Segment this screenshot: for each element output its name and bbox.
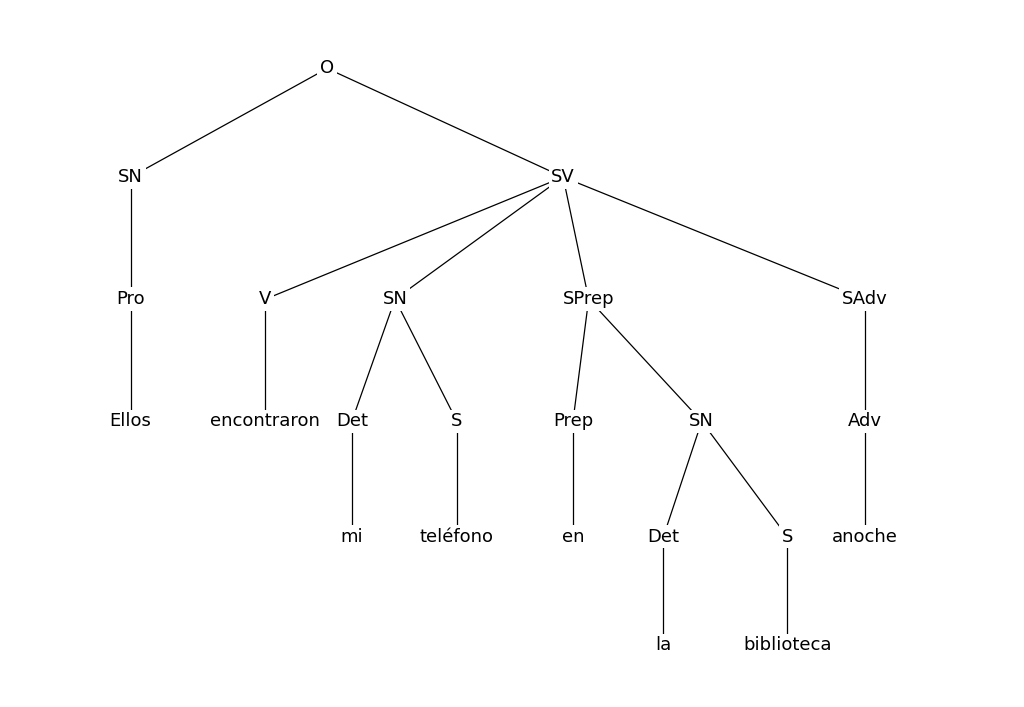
Text: mi: mi — [340, 527, 364, 546]
Text: teléfono: teléfono — [420, 527, 494, 546]
Text: SN: SN — [118, 168, 143, 186]
Text: Adv: Adv — [848, 412, 882, 431]
Text: SV: SV — [551, 168, 575, 186]
Text: SN: SN — [383, 290, 408, 308]
Text: O: O — [321, 59, 334, 78]
Text: Ellos: Ellos — [110, 412, 152, 431]
Text: Det: Det — [336, 412, 368, 431]
Text: SPrep: SPrep — [563, 290, 614, 308]
Text: en: en — [562, 527, 585, 546]
Text: biblioteca: biblioteca — [743, 636, 831, 655]
Text: encontraron: encontraron — [210, 412, 321, 431]
Text: anoche: anoche — [831, 527, 898, 546]
Text: SN: SN — [689, 412, 714, 431]
Text: V: V — [259, 290, 271, 308]
Text: Pro: Pro — [117, 290, 144, 308]
Text: S: S — [452, 412, 463, 431]
Text: Prep: Prep — [553, 412, 593, 431]
Text: S: S — [781, 527, 793, 546]
Text: Det: Det — [647, 527, 679, 546]
Text: la: la — [655, 636, 672, 655]
Text: SAdv: SAdv — [842, 290, 888, 308]
